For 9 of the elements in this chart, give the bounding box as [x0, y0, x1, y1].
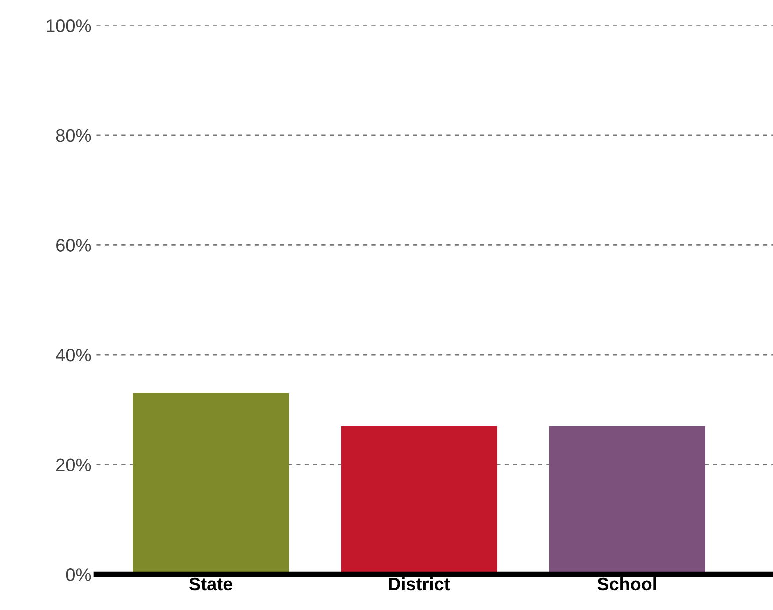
x-tick-label: School [598, 577, 656, 591]
y-tick-label: 100% [46, 20, 92, 32]
y-tick-label: 40% [56, 348, 92, 362]
x-tick-label: State [190, 578, 233, 591]
y-tick-label: 20% [56, 458, 92, 472]
x-tick-label: District [389, 577, 450, 591]
y-tick-label: 0% [66, 568, 92, 582]
y-tick-label: 60% [56, 239, 92, 252]
y-tick-label: 80% [56, 129, 92, 142]
